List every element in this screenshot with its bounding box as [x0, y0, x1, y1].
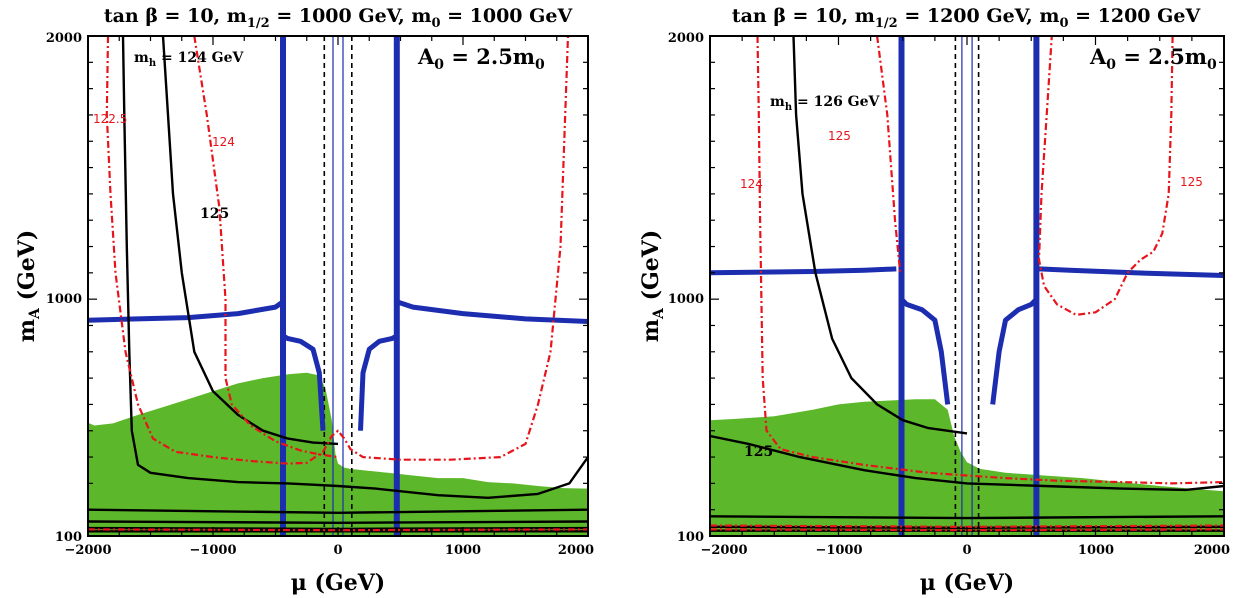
y-tick-label: 1000 [668, 292, 704, 307]
red-contour-label: 125 [1180, 175, 1203, 189]
y-tick-label: 2000 [46, 31, 82, 46]
y-axis-label: mA (GeV) [14, 230, 43, 343]
y-axis-label: mA (GeV) [638, 230, 667, 343]
y-tick-label: 100 [55, 530, 82, 545]
x-tick-label: 1000 [445, 543, 481, 558]
x-tick-label: −1000 [815, 543, 862, 558]
x-tick-label: 2000 [558, 543, 594, 558]
red-contour-label: 124 [212, 135, 235, 149]
x-tick-label: 0 [962, 543, 971, 558]
chart-panel-right: tan β = 10, m1/2 = 1200 GeV, m0 = 1200 G… [628, 0, 1255, 598]
x-tick-label: −2000 [700, 543, 747, 558]
y-tick-label: 1000 [46, 292, 82, 307]
chart-panel-left: tan β = 10, m1/2 = 1000 GeV, m0 = 1000 G… [0, 0, 627, 598]
x-tick-label: 1000 [1078, 543, 1114, 558]
x-tick-label: −2000 [64, 543, 111, 558]
higgs-mass-black-contour [88, 522, 588, 523]
y-tick-label: 100 [677, 530, 704, 545]
red-contour-label: 125 [828, 129, 851, 143]
x-axis-label: μ (GeV) [291, 570, 385, 596]
black-125-label: 125 [744, 444, 773, 460]
y-tick-label: 2000 [668, 31, 704, 46]
black-125-label: 125 [200, 206, 229, 222]
red-contour-label: 122.5 [93, 112, 127, 126]
x-tick-label: 0 [333, 543, 342, 558]
x-tick-label: −1000 [189, 543, 236, 558]
x-axis-label: μ (GeV) [920, 570, 1014, 596]
red-contour-label: 124 [740, 177, 763, 191]
x-tick-label: 2000 [1194, 543, 1230, 558]
